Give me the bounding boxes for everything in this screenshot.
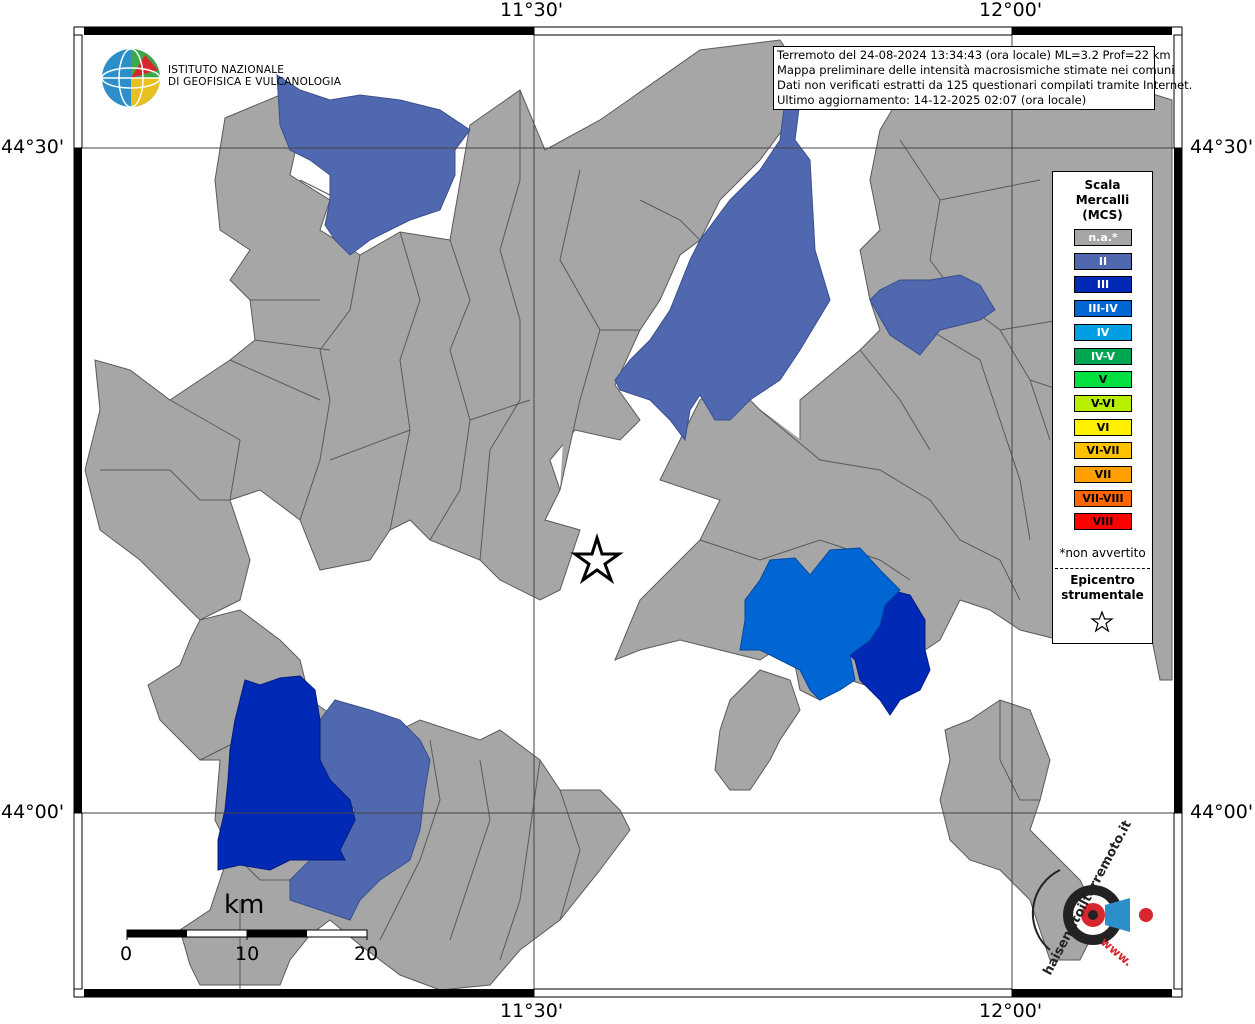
legend-swatch: n.a.* bbox=[1074, 229, 1132, 246]
right-latitude-label: 44°30' bbox=[1190, 136, 1254, 158]
legend-separator bbox=[1055, 568, 1150, 569]
top-longitude-label: 12°00' bbox=[979, 0, 1043, 21]
legend-swatch: VI bbox=[1074, 418, 1132, 436]
top-longitude-label: 11°30' bbox=[500, 0, 564, 21]
legend-swatch: VII-VIII bbox=[1074, 489, 1132, 507]
info-line-2: Mappa preliminare delle intensità macros… bbox=[777, 63, 1175, 77]
info-line-1: Terremoto del 24-08-2024 13:34:43 (ora l… bbox=[777, 48, 1171, 62]
legend-swatch: VII bbox=[1074, 466, 1132, 483]
scale-label-20: 20 bbox=[354, 943, 379, 965]
legend-title-2: Mercalli bbox=[1075, 193, 1130, 207]
info-line-3: Dati non verificati estratti da 125 ques… bbox=[777, 78, 1193, 92]
legend-swatch: II bbox=[1074, 252, 1132, 270]
intensity-iii-iv-municipalities bbox=[739, 547, 901, 701]
legend-epicentre-2: strumentale bbox=[1061, 588, 1144, 602]
scale-label-0: 0 bbox=[120, 943, 133, 965]
legend-swatch: III bbox=[1074, 276, 1132, 294]
intensity-legend: Scala Mercalli (MCS) n.a.* II III III-IV IV I… bbox=[1052, 171, 1153, 644]
legend-epicentre-1: Epicentro bbox=[1070, 573, 1135, 587]
scale-bar bbox=[126, 929, 368, 940]
scale-unit-label: km bbox=[224, 890, 265, 920]
legend-title-1: Scala bbox=[1084, 178, 1121, 192]
legend-swatch: VI-VII bbox=[1074, 442, 1132, 460]
map-frame bbox=[73, 26, 1183, 998]
right-latitude-label: 44°00' bbox=[1190, 801, 1254, 823]
left-latitude-label: 44°00' bbox=[1, 801, 65, 823]
legend-note: *non avvertito bbox=[1059, 546, 1146, 560]
intensity-iii-municipalities bbox=[217, 589, 931, 871]
legend-epicentre-label: Epicentro strumentale bbox=[1053, 573, 1152, 603]
event-info-box: Terremoto del 24-08-2024 13:34:43 (ora l… bbox=[773, 46, 1193, 110]
ingv-line-1: ISTITUTO NAZIONALE bbox=[168, 64, 285, 76]
ingv-logo-icon bbox=[101, 48, 161, 108]
scale-label-10: 10 bbox=[235, 943, 260, 965]
info-line-4: Ultimo aggiornamento: 14-12-2025 02:07 (… bbox=[777, 93, 1087, 107]
legend-swatch: III-IV bbox=[1074, 300, 1132, 318]
ingv-logo-text: ISTITUTO NAZIONALE DI GEOFISICA E VULCAN… bbox=[168, 64, 341, 88]
intensity-ii-municipalities bbox=[276, 74, 996, 921]
bottom-longitude-label: 11°30' bbox=[500, 1000, 564, 1022]
legend-swatch: IV-V bbox=[1074, 347, 1132, 365]
legend-swatch: V-VI bbox=[1074, 394, 1132, 412]
legend-title: Scala Mercalli (MCS) bbox=[1053, 178, 1152, 223]
epicentre-star-icon bbox=[570, 532, 624, 585]
legend-title-3: (MCS) bbox=[1082, 208, 1123, 222]
legend-swatch: IV bbox=[1074, 323, 1132, 341]
ingv-line-2: DI GEOFISICA E VULCANOLOGIA bbox=[168, 76, 342, 88]
hai-sentito-logo-icon bbox=[1031, 869, 1153, 951]
legend-star-icon bbox=[1090, 610, 1114, 633]
left-latitude-label: 44°30' bbox=[1, 136, 65, 158]
legend-swatch: VIII bbox=[1074, 513, 1132, 531]
legend-swatch: V bbox=[1074, 371, 1132, 389]
bottom-longitude-label: 12°00' bbox=[979, 1000, 1043, 1022]
graticule bbox=[74, 27, 1182, 997]
